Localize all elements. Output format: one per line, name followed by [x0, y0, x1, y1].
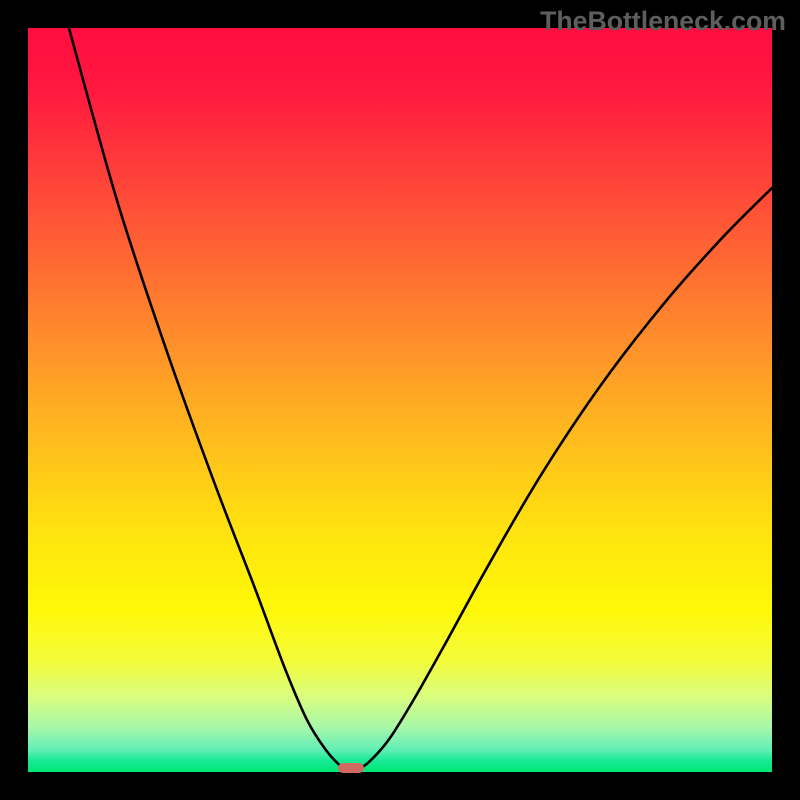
- minimum-marker: [338, 763, 364, 773]
- watermark-text: TheBottleneck.com: [540, 6, 786, 37]
- heat-gradient-background: [28, 28, 772, 772]
- plot-area: 0% bottleneck: [28, 28, 772, 772]
- bottleneck-chart: 0% bottleneck TheBottleneck.com: [0, 0, 800, 800]
